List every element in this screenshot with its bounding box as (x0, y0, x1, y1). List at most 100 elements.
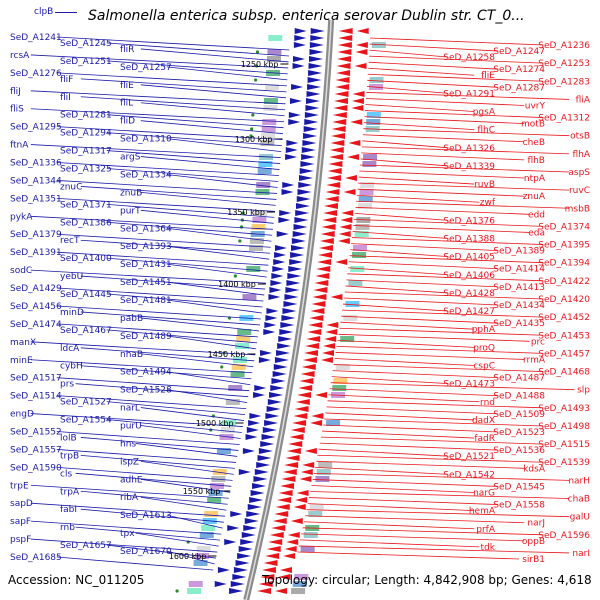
leader-line-left (80, 78, 287, 93)
gene-label-left: SeD_A1685 (10, 553, 62, 563)
forward-gene-mark (274, 252, 287, 258)
reverse-gene-mark (295, 497, 308, 503)
forward-gene-mark (241, 532, 256, 538)
leader-line-left (140, 48, 289, 63)
gene-label-right: SeD_A1542 (443, 470, 495, 480)
feature-block (242, 294, 257, 300)
reverse-gene-mark (295, 399, 310, 405)
forward-gene-mark (249, 497, 264, 503)
forward-gene-mark (278, 217, 291, 223)
gene-label-left: SeD_A1456 (10, 302, 62, 312)
reverse-gene-mark (322, 350, 335, 356)
leader-line-left (56, 197, 276, 212)
leader-line-right (357, 188, 525, 197)
leader-line-left (30, 359, 253, 374)
forward-gene-mark (262, 427, 277, 433)
forward-gene-mark (307, 77, 322, 83)
leader-line-right (356, 200, 570, 209)
leader-line-left (30, 502, 226, 517)
reverse-gene-mark (299, 378, 314, 384)
gene-label-right: slp (577, 386, 590, 396)
feature-dot (241, 211, 245, 215)
gene-label-left: trpA (60, 487, 80, 497)
gene-label-left: ftnA (10, 141, 29, 151)
forward-gene-mark (294, 28, 307, 34)
leader-line-right (352, 231, 449, 239)
gene-label-left: SeD_A1364 (120, 224, 172, 234)
gene-label-right: znuA (523, 192, 546, 202)
forward-gene-mark (268, 294, 281, 300)
reverse-gene-mark (261, 567, 276, 573)
reverse-gene-mark (271, 525, 286, 531)
reverse-gene-mark (319, 238, 334, 244)
gene-label-right: SeD_A1253 (538, 59, 590, 69)
feature-block (371, 42, 386, 48)
leader-line-right (309, 497, 499, 505)
gene-feature-ribbons (175, 28, 386, 594)
reverse-gene-mark (308, 322, 323, 328)
corner-gene-label: clpB (34, 7, 54, 17)
gene-label-right: chaB (568, 495, 590, 505)
forward-gene-mark (272, 371, 287, 377)
gene-label-right: SeD_A1247 (493, 47, 545, 57)
gene-label-right: rnd (480, 398, 495, 408)
gene-label-left: SeD_A1554 (60, 416, 112, 426)
reverse-gene-mark (304, 350, 319, 356)
gene-label-left: SeD_A1557 (10, 445, 62, 455)
feature-dot (249, 134, 253, 138)
forward-gene-mark (282, 182, 295, 188)
gene-label-right: proQ (473, 343, 495, 353)
feature-block (262, 119, 277, 125)
gene-label-left: yebU (60, 272, 83, 282)
forward-gene-mark (298, 175, 313, 181)
gene-label-right: SeD_A1389 (493, 247, 545, 257)
forward-gene-mark (295, 210, 310, 216)
gene-label-right: msbB (565, 204, 590, 214)
gene-label-left: SeD_A1295 (10, 123, 62, 133)
reverse-gene-mark (314, 280, 329, 286)
feature-block (257, 168, 272, 174)
reverse-gene-mark (322, 217, 337, 223)
gene-label-right: uvrY (525, 101, 546, 111)
leader-line-left (166, 66, 288, 81)
gene-label-left: adhE (120, 475, 143, 485)
leader-line-right (362, 140, 449, 149)
leader-line-left (75, 383, 249, 398)
gene-label-left: SeD_A1251 (60, 57, 112, 67)
gene-label-right: SeD_A1536 (493, 446, 545, 456)
gene-label-left: SeD_A1325 (60, 164, 112, 174)
leader-line-right (356, 194, 480, 203)
gene-label-right: hemA (469, 507, 496, 517)
forward-gene-mark (245, 434, 258, 440)
forward-gene-mark (246, 511, 261, 517)
gene-label-left: SeD_A1276 (10, 69, 62, 79)
forward-gene-mark (258, 448, 273, 454)
forward-gene-mark (295, 203, 310, 209)
gene-label-left: fliE (120, 81, 134, 91)
forward-gene-mark (264, 420, 279, 426)
leader-line-left (56, 180, 278, 194)
gene-label-left: fliR (120, 45, 134, 55)
leader-line-left (80, 437, 239, 451)
gene-label-right: galU (570, 513, 590, 523)
forward-gene-mark (301, 154, 316, 160)
leader-line-right (363, 128, 570, 137)
feature-dot (251, 113, 255, 117)
feature-block (369, 77, 384, 83)
corner-leader (55, 12, 77, 13)
gene-label-left: purU (120, 422, 142, 432)
feature-block (237, 329, 252, 335)
gene-label-left: znuC (60, 182, 82, 192)
leader-line-right (311, 485, 475, 493)
feature-block (359, 189, 374, 195)
feature-block (303, 532, 318, 538)
feature-dot (233, 274, 237, 278)
forward-gene-mark (253, 392, 266, 398)
leader-line-left (56, 323, 259, 338)
feature-block (225, 399, 240, 405)
leader-line-left (30, 269, 266, 284)
reverse-gene-mark (334, 91, 349, 97)
leader-line-left (140, 407, 245, 421)
feature-dot (239, 225, 244, 229)
forward-gene-mark (306, 91, 321, 97)
